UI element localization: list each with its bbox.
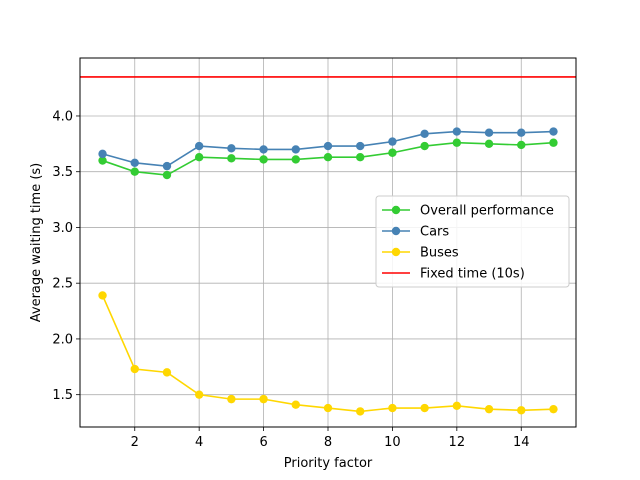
y-tick-label: 2.5 bbox=[52, 277, 73, 292]
data-point bbox=[130, 158, 139, 167]
legend-label: Cars bbox=[420, 225, 449, 240]
legend-item: Overall performance bbox=[382, 204, 554, 219]
data-point bbox=[323, 153, 333, 162]
data-point bbox=[388, 403, 397, 413]
data-point bbox=[452, 138, 462, 147]
data-point bbox=[356, 153, 365, 162]
x-tick-label: 6 bbox=[259, 435, 267, 450]
data-point bbox=[549, 404, 558, 414]
data-point bbox=[259, 145, 268, 154]
data-point bbox=[452, 401, 462, 411]
data-point bbox=[517, 140, 526, 150]
y-tick-label: 1.5 bbox=[52, 388, 73, 403]
data-point bbox=[517, 128, 526, 137]
legend-item: Buses bbox=[382, 246, 459, 261]
data-point bbox=[549, 127, 558, 136]
legend-box bbox=[375, 195, 570, 288]
data-point bbox=[259, 155, 268, 164]
data-point bbox=[227, 394, 236, 404]
legend-swatch-marker bbox=[391, 247, 401, 257]
data-point bbox=[227, 144, 236, 153]
data-point bbox=[484, 128, 494, 137]
series-cars bbox=[98, 127, 558, 171]
data-point bbox=[259, 394, 268, 404]
data-point bbox=[194, 141, 204, 151]
data-point bbox=[130, 167, 139, 176]
legend-swatch-marker bbox=[391, 226, 401, 236]
data-point bbox=[388, 148, 397, 157]
data-point bbox=[162, 368, 172, 377]
data-point bbox=[291, 155, 300, 164]
data-point bbox=[420, 403, 429, 413]
x-tick-label: 2 bbox=[131, 435, 139, 450]
x-tick-label: 4 bbox=[195, 435, 203, 450]
data-point bbox=[420, 129, 429, 139]
legend-swatch-marker bbox=[391, 205, 401, 215]
legend-label: Overall performance bbox=[420, 204, 554, 219]
data-point bbox=[194, 153, 204, 162]
series-overall-performance bbox=[98, 138, 558, 180]
data-point bbox=[484, 139, 494, 149]
data-point bbox=[517, 406, 526, 415]
axis-ticks: 2 4 6 8 10 12 14 1.5 2.0 2.5 3.0 3.5 4.0 bbox=[52, 109, 529, 450]
data-point bbox=[162, 170, 172, 180]
data-point bbox=[388, 137, 397, 146]
legend: Overall performance Cars Buses Fixed time (… bbox=[375, 195, 570, 288]
data-point bbox=[162, 161, 172, 171]
legend-label: Buses bbox=[420, 246, 459, 261]
data-point bbox=[356, 141, 365, 151]
data-point bbox=[452, 127, 462, 136]
y-tick-label: 4.0 bbox=[52, 109, 73, 124]
legend-label: Fixed time (10s) bbox=[420, 267, 525, 282]
data-point bbox=[194, 390, 204, 399]
legend-item: Cars bbox=[382, 225, 449, 240]
data-point bbox=[98, 291, 107, 300]
data-point bbox=[291, 400, 300, 409]
data-point bbox=[420, 141, 429, 151]
legend-item: Fixed time (10s) bbox=[382, 267, 525, 282]
data-point bbox=[484, 404, 494, 414]
y-axis-label: Average waiting time (s) bbox=[29, 163, 44, 322]
data-point bbox=[98, 149, 107, 159]
x-tick-label: 10 bbox=[384, 435, 401, 450]
x-tick-label: 8 bbox=[324, 435, 332, 450]
data-point bbox=[549, 138, 558, 147]
data-point bbox=[356, 407, 365, 416]
x-tick-label: 14 bbox=[513, 435, 530, 450]
data-point bbox=[323, 403, 333, 413]
series-buses bbox=[98, 291, 558, 416]
y-tick-label: 3.5 bbox=[52, 165, 73, 180]
plot-series bbox=[80, 76, 576, 416]
data-point bbox=[98, 156, 107, 165]
y-tick-label: 3.0 bbox=[52, 221, 73, 236]
x-tick-label: 12 bbox=[449, 435, 466, 450]
data-point bbox=[291, 145, 300, 154]
data-point bbox=[323, 141, 333, 151]
y-tick-label: 2.0 bbox=[52, 332, 73, 347]
data-point bbox=[130, 364, 139, 374]
data-point bbox=[227, 154, 236, 163]
x-axis-label: Priority factor bbox=[284, 456, 373, 471]
